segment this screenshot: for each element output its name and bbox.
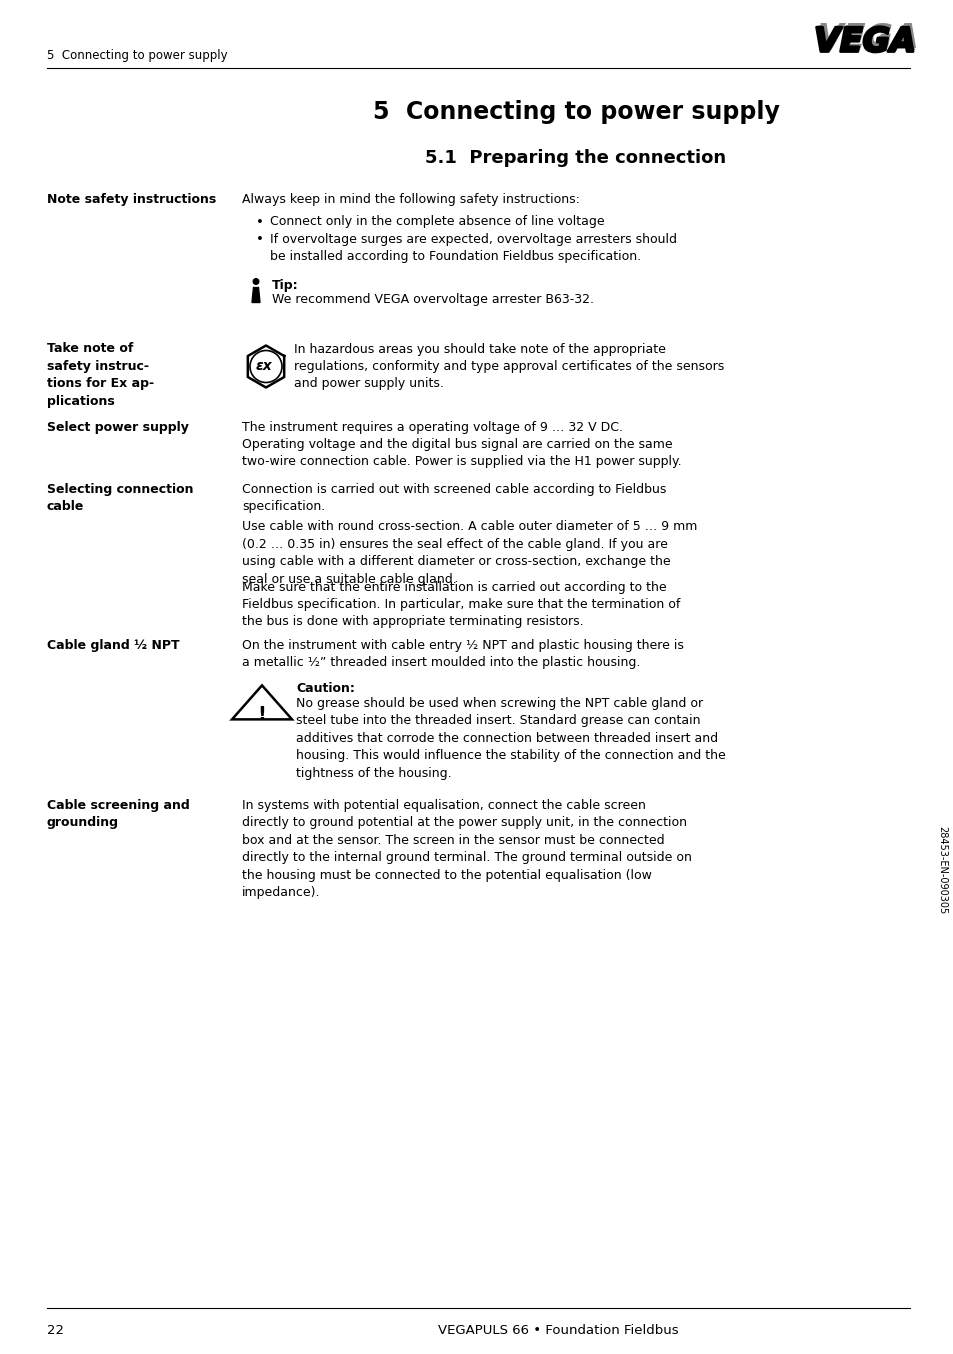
Text: Take note of
safety instruc-
tions for Ex ap-
plications: Take note of safety instruc- tions for E… <box>47 343 154 408</box>
Text: Cable screening and
grounding: Cable screening and grounding <box>47 799 190 829</box>
Text: Always keep in mind the following safety instructions:: Always keep in mind the following safety… <box>242 194 579 206</box>
Text: Use cable with round cross-section. A cable outer diameter of 5 … 9 mm
(0.2 … 0.: Use cable with round cross-section. A ca… <box>242 520 697 586</box>
Polygon shape <box>252 287 260 302</box>
Text: 5  Connecting to power supply: 5 Connecting to power supply <box>47 49 228 61</box>
Text: Make sure that the entire installation is carried out according to the
Fieldbus : Make sure that the entire installation i… <box>242 581 679 628</box>
Text: Select power supply: Select power supply <box>47 421 189 433</box>
Text: VEGA: VEGA <box>815 23 917 57</box>
Text: 28453-EN-090305: 28453-EN-090305 <box>936 826 946 914</box>
Text: We recommend VEGA overvoltage arrester B63-32.: We recommend VEGA overvoltage arrester B… <box>272 292 594 306</box>
Text: εx: εx <box>255 360 273 374</box>
Text: Caution:: Caution: <box>295 682 355 696</box>
Text: No grease should be used when screwing the NPT cable gland or
steel tube into th: No grease should be used when screwing t… <box>295 696 725 780</box>
Text: Selecting connection
cable: Selecting connection cable <box>47 482 193 513</box>
Text: !: ! <box>257 705 266 724</box>
Text: If overvoltage surges are expected, overvoltage arresters should
be installed ac: If overvoltage surges are expected, over… <box>270 233 677 263</box>
Text: 5.1  Preparing the connection: 5.1 Preparing the connection <box>425 149 726 167</box>
Text: •: • <box>255 217 264 229</box>
Text: VEGAPULS 66 • Foundation Fieldbus: VEGAPULS 66 • Foundation Fieldbus <box>437 1323 679 1336</box>
Text: 22: 22 <box>47 1323 64 1336</box>
Text: In hazardous areas you should take note of the appropriate
regulations, conformi: In hazardous areas you should take note … <box>294 343 723 390</box>
Text: VEGA: VEGA <box>813 26 915 58</box>
Text: 5  Connecting to power supply: 5 Connecting to power supply <box>373 100 779 125</box>
Text: VEGA: VEGA <box>814 24 916 57</box>
Text: VEGA: VEGA <box>813 26 915 58</box>
Text: In systems with potential equalisation, connect the cable screen
directly to gro: In systems with potential equalisation, … <box>242 799 691 899</box>
Text: On the instrument with cable entry ½ NPT and plastic housing there is
a metallic: On the instrument with cable entry ½ NPT… <box>242 639 683 669</box>
Text: •: • <box>255 233 264 246</box>
Text: Connection is carried out with screened cable according to Fieldbus
specificatio: Connection is carried out with screened … <box>242 482 666 513</box>
Text: VEGA: VEGA <box>816 23 918 56</box>
Text: Cable gland ½ NPT: Cable gland ½ NPT <box>47 639 179 651</box>
Text: The instrument requires a operating voltage of 9 … 32 V DC.
Operating voltage an: The instrument requires a operating volt… <box>242 421 680 468</box>
Text: Tip:: Tip: <box>272 279 298 291</box>
Text: Note safety instructions: Note safety instructions <box>47 194 216 206</box>
Text: Connect only in the complete absence of line voltage: Connect only in the complete absence of … <box>270 215 604 227</box>
Circle shape <box>253 279 258 284</box>
